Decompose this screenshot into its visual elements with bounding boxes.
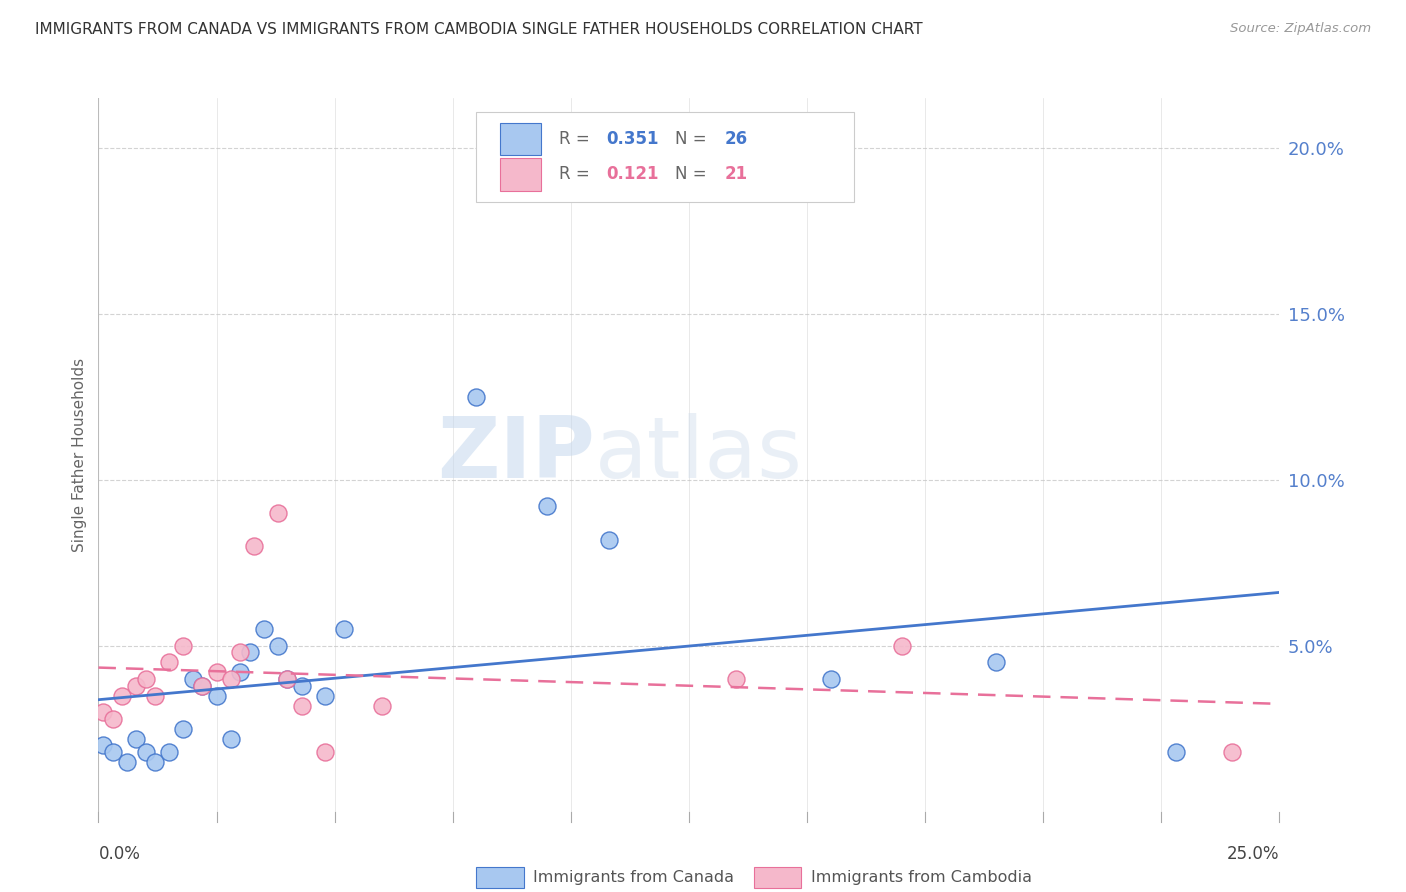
- Point: [115, 755, 138, 769]
- Text: IMMIGRANTS FROM CANADA VS IMMIGRANTS FROM CAMBODIA SINGLE FATHER HOUSEHOLDS CORR: IMMIGRANTS FROM CANADA VS IMMIGRANTS FRO…: [35, 22, 922, 37]
- Point: [290, 679, 312, 693]
- Point: [276, 672, 298, 686]
- Point: [157, 656, 180, 670]
- Text: 21: 21: [724, 166, 748, 184]
- Point: [371, 698, 394, 713]
- Point: [91, 739, 114, 753]
- Text: ZIP: ZIP: [437, 413, 595, 497]
- Point: [253, 622, 276, 636]
- Point: [598, 533, 620, 547]
- Text: N =: N =: [675, 166, 711, 184]
- Text: Source: ZipAtlas.com: Source: ZipAtlas.com: [1230, 22, 1371, 36]
- Point: [191, 679, 214, 693]
- Text: R =: R =: [560, 166, 595, 184]
- Point: [1220, 745, 1243, 759]
- Point: [219, 672, 242, 686]
- Text: 26: 26: [724, 130, 748, 148]
- FancyBboxPatch shape: [477, 867, 523, 888]
- Text: N =: N =: [675, 130, 711, 148]
- Point: [125, 731, 148, 746]
- FancyBboxPatch shape: [501, 159, 541, 191]
- Point: [267, 639, 290, 653]
- Text: 0.0%: 0.0%: [98, 845, 141, 863]
- Point: [205, 689, 228, 703]
- Text: 0.121: 0.121: [606, 166, 659, 184]
- Point: [267, 506, 290, 520]
- Text: 25.0%: 25.0%: [1227, 845, 1279, 863]
- Point: [229, 665, 252, 680]
- FancyBboxPatch shape: [477, 112, 855, 202]
- Point: [290, 698, 312, 713]
- Point: [135, 745, 157, 759]
- Point: [111, 689, 134, 703]
- Point: [143, 755, 166, 769]
- Point: [91, 705, 114, 719]
- Point: [984, 656, 1007, 670]
- Point: [536, 500, 558, 514]
- Point: [725, 672, 748, 686]
- Point: [243, 539, 266, 553]
- Point: [101, 745, 124, 759]
- Point: [191, 679, 214, 693]
- Point: [157, 745, 180, 759]
- Text: Immigrants from Cambodia: Immigrants from Cambodia: [811, 870, 1032, 885]
- Point: [890, 639, 912, 653]
- Point: [239, 645, 262, 659]
- Point: [820, 672, 842, 686]
- Text: R =: R =: [560, 130, 595, 148]
- FancyBboxPatch shape: [754, 867, 801, 888]
- Point: [125, 679, 148, 693]
- FancyBboxPatch shape: [501, 123, 541, 155]
- Text: 0.351: 0.351: [606, 130, 659, 148]
- Point: [219, 731, 242, 746]
- Y-axis label: Single Father Households: Single Father Households: [72, 358, 87, 552]
- Text: Immigrants from Canada: Immigrants from Canada: [533, 870, 734, 885]
- Point: [333, 622, 356, 636]
- Point: [101, 712, 124, 726]
- Point: [143, 689, 166, 703]
- Point: [314, 745, 336, 759]
- Point: [172, 639, 194, 653]
- Point: [135, 672, 157, 686]
- Point: [1164, 745, 1187, 759]
- Point: [181, 672, 204, 686]
- Point: [205, 665, 228, 680]
- Text: atlas: atlas: [595, 413, 803, 497]
- Point: [314, 689, 336, 703]
- Point: [229, 645, 252, 659]
- Point: [276, 672, 298, 686]
- Point: [465, 390, 488, 404]
- Point: [172, 722, 194, 736]
